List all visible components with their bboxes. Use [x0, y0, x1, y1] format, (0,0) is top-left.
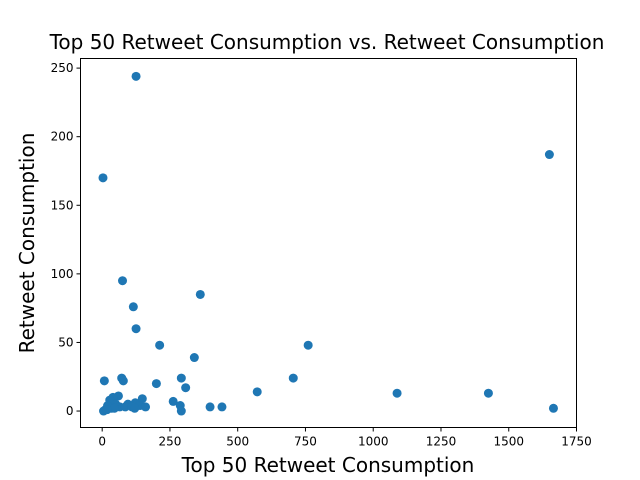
y-tick-label: 150: [51, 198, 74, 212]
x-tick-label: 1250: [426, 435, 457, 449]
y-axis-label: Retweet Consumption: [15, 133, 39, 354]
data-point: [98, 173, 108, 183]
y-tick-label: 0: [66, 404, 74, 418]
x-axis-label: Top 50 Retweet Consumption: [181, 453, 475, 477]
x-tick-label: 1000: [358, 435, 389, 449]
data-point: [176, 406, 186, 416]
data-point: [205, 402, 215, 412]
x-tick-label: 1500: [493, 435, 524, 449]
data-point: [130, 403, 140, 413]
points-layer: [98, 71, 558, 416]
data-point: [102, 405, 112, 415]
x-tick-label: 500: [226, 435, 249, 449]
data-point: [544, 150, 554, 160]
data-point: [118, 376, 128, 386]
data-point: [131, 324, 141, 334]
chart-title: Top 50 Retweet Consumption vs. Retweet C…: [49, 30, 605, 54]
data-point: [168, 396, 178, 406]
data-point: [141, 402, 151, 412]
y-tick-label: 100: [51, 267, 74, 281]
data-point: [217, 402, 227, 412]
data-point: [118, 276, 128, 286]
data-point: [288, 373, 298, 383]
y-tick-label: 50: [58, 335, 73, 349]
data-point: [131, 71, 141, 81]
data-point: [109, 403, 119, 413]
data-point: [155, 340, 165, 350]
x-tick-label: 750: [294, 435, 317, 449]
data-point: [252, 387, 262, 397]
y-axis: 0 50 100 150 200 250: [51, 61, 81, 418]
y-tick-label: 250: [51, 61, 74, 75]
data-point: [548, 403, 558, 413]
data-point: [195, 289, 205, 299]
data-point: [392, 388, 402, 398]
data-point: [128, 302, 138, 312]
data-point: [181, 383, 191, 393]
data-point: [120, 402, 130, 412]
data-point: [189, 353, 199, 363]
data-point: [303, 340, 313, 350]
x-tick-label: 250: [158, 435, 181, 449]
data-point: [137, 394, 147, 404]
data-point: [483, 388, 493, 398]
data-point: [99, 376, 109, 386]
x-tick-label: 0: [98, 435, 106, 449]
data-point: [176, 373, 186, 383]
y-tick-label: 200: [51, 130, 74, 144]
x-axis: 0 250 500 750 1000 1250 1500 1750: [98, 427, 592, 449]
plot-frame: [80, 58, 577, 428]
x-tick-label: 1750: [561, 435, 592, 449]
data-point: [151, 379, 161, 389]
